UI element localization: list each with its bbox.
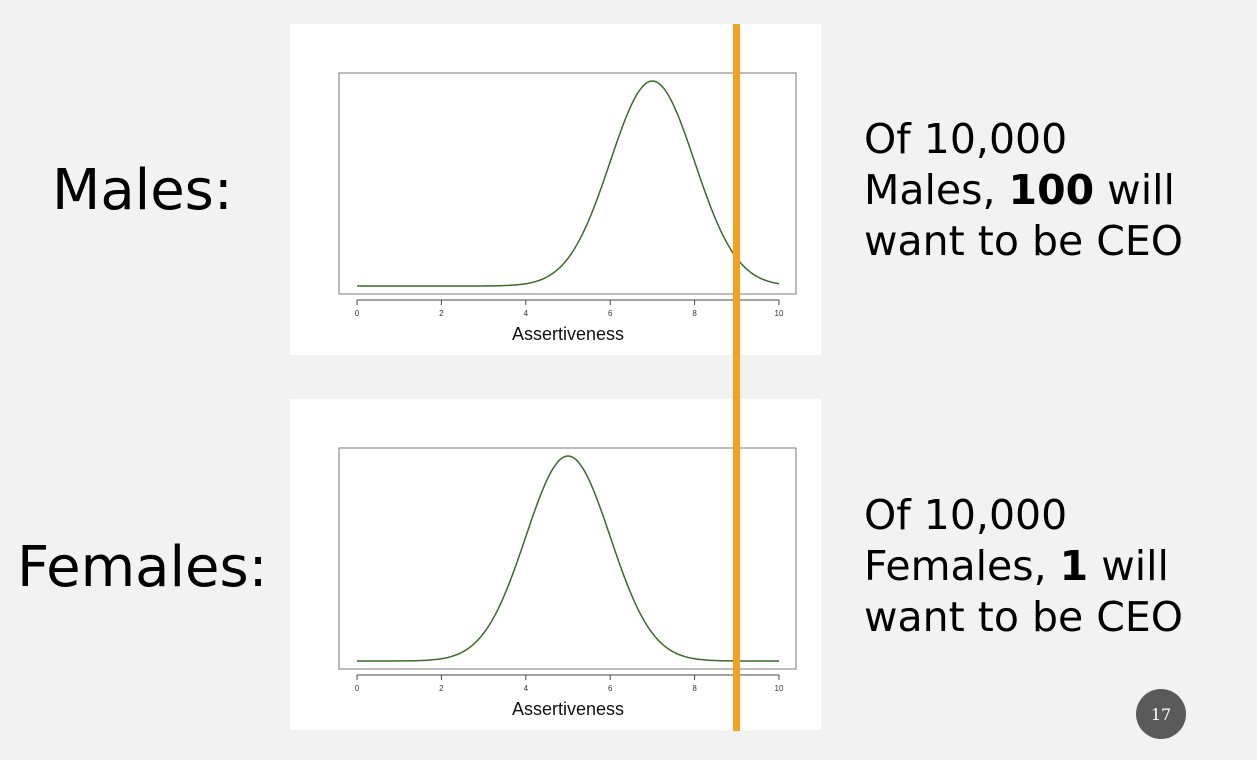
males-caption-prefix: Males, bbox=[864, 166, 1009, 214]
x-tick-label: 2 bbox=[439, 684, 444, 693]
males-caption: Of 10,000 Males, 100 will want to be CEO bbox=[864, 114, 1183, 267]
x-tick-label: 4 bbox=[524, 309, 529, 318]
females-label: Females: bbox=[17, 535, 268, 600]
females-caption-line2: Females, 1 will bbox=[864, 541, 1183, 592]
males-caption-line1: Of 10,000 bbox=[864, 115, 1068, 163]
plot-frame bbox=[338, 72, 797, 295]
females-caption-line3: want to be CEO bbox=[864, 593, 1184, 641]
x-tick-label: 0 bbox=[355, 684, 360, 693]
females-distribution-chart: 0 2 4 6 8 10 Assertiveness bbox=[338, 447, 797, 719]
females-caption-prefix: Females, bbox=[864, 542, 1060, 590]
females-caption-suffix: will bbox=[1088, 542, 1169, 590]
page-number-badge: 17 bbox=[1136, 689, 1186, 739]
ceo-threshold-line bbox=[733, 24, 740, 731]
males-caption-suffix: will bbox=[1094, 166, 1175, 214]
x-tick-label: 8 bbox=[692, 309, 697, 318]
x-tick-label: 0 bbox=[355, 309, 360, 318]
plot-frame bbox=[338, 447, 797, 670]
x-tick-label: 8 bbox=[692, 684, 697, 693]
females-chart-panel: 0 2 4 6 8 10 Assertiveness bbox=[290, 399, 821, 730]
x-tick-label: 10 bbox=[775, 309, 784, 318]
x-tick-label: 2 bbox=[439, 309, 444, 318]
x-tick-label: 6 bbox=[608, 309, 613, 318]
x-axis-label: Assertiveness bbox=[512, 324, 624, 344]
males-chart-panel: 0 2 4 6 8 10 Assertiveness bbox=[290, 24, 821, 355]
males-caption-line3: want to be CEO bbox=[864, 217, 1184, 265]
females-caption-line1: Of 10,000 bbox=[864, 491, 1068, 539]
x-axis-label: Assertiveness bbox=[512, 699, 624, 719]
females-caption: Of 10,000 Females, 1 will want to be CEO bbox=[864, 490, 1183, 643]
density-curve bbox=[357, 80, 780, 287]
density-curve bbox=[357, 455, 779, 662]
x-tick-label: 6 bbox=[608, 684, 613, 693]
males-label: Males: bbox=[52, 158, 233, 223]
males-distribution-chart: 0 2 4 6 8 10 Assertiveness bbox=[338, 72, 797, 344]
females-count: 1 bbox=[1059, 542, 1089, 590]
males-count: 100 bbox=[1008, 166, 1095, 214]
x-tick-label: 4 bbox=[524, 684, 529, 693]
x-tick-label: 10 bbox=[775, 684, 784, 693]
males-caption-line2: Males, 100 will bbox=[864, 165, 1183, 216]
